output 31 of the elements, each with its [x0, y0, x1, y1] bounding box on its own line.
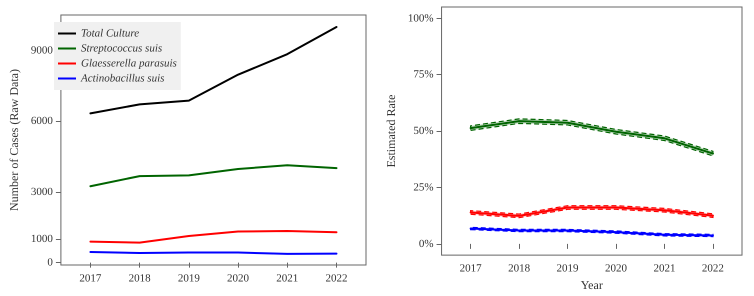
y-axis-title: Number of Cases (Raw Data): [7, 69, 21, 211]
x-axis-title: Year: [580, 278, 603, 292]
x-tick-label: 2017: [79, 272, 102, 284]
y-tick-label: 9000: [30, 44, 54, 56]
y-axis-title: Estimated Rate: [384, 94, 398, 168]
x-tick-label: 2020: [227, 272, 250, 284]
legend-label: Total Culture: [81, 28, 140, 40]
y-tick-label: 6000: [30, 115, 54, 128]
x-tick-label: 2019: [556, 262, 580, 275]
legend-label: Actinobacillus suis: [80, 72, 164, 84]
y-tick-label: 50%: [413, 125, 434, 138]
y-tick-label: 75%: [413, 68, 434, 81]
x-tick-label: 2021: [653, 262, 676, 275]
y-tick-label: 3000: [30, 186, 54, 198]
y-tick-label: 25%: [413, 181, 434, 194]
x-tick-label: 2017: [460, 262, 482, 275]
x-tick-label: 2020: [605, 262, 628, 275]
legend-label: Streptococcus suis: [81, 42, 162, 54]
y-tick-label: 100%: [408, 12, 434, 24]
line-series: [89, 230, 338, 244]
x-tick-label: 2022: [702, 262, 724, 275]
x-tick-label: 2021: [276, 272, 298, 284]
line-series: [89, 164, 338, 188]
y-tick-label: 1000: [30, 233, 54, 246]
x-tick-label: 2018: [128, 272, 152, 284]
x-tick-label: 2019: [178, 272, 200, 284]
y-tick-label: 0: [47, 256, 54, 269]
x-tick-label: 2018: [508, 262, 531, 275]
legend-label: Glaesserella parasuis: [81, 58, 177, 70]
y-tick-label: 0%: [418, 238, 434, 250]
x-tick-label: 2022: [325, 272, 348, 284]
